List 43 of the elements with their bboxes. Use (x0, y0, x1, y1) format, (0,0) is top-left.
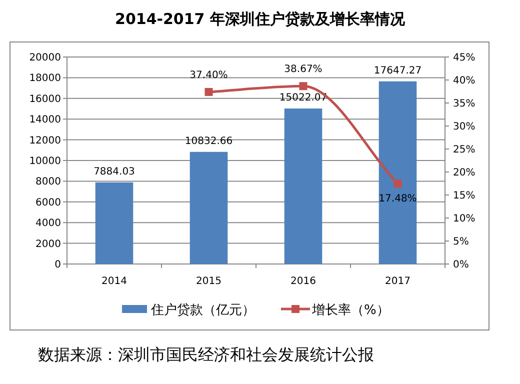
data-label: 38.67% (284, 64, 322, 76)
legend-label: 增长率（%） (311, 302, 390, 318)
y2-tick-label: 30% (453, 122, 476, 132)
y2-tick-label: 20% (453, 168, 476, 178)
legend-label: 住户贷款（亿元） (150, 303, 255, 318)
bar (284, 108, 322, 264)
data-label: 15022.07 (279, 92, 328, 104)
bar (190, 152, 228, 264)
y-tick-label: 10000 (29, 156, 61, 167)
y2-tick-label: 5% (453, 236, 469, 248)
bar (95, 182, 134, 264)
data-label: 7884.03 (94, 166, 135, 178)
y-tick-label: 14000 (29, 114, 61, 126)
y-tick-label: 6000 (36, 197, 61, 208)
y2-tick-label: 10% (453, 214, 476, 224)
y2-tick-label: 35% (453, 98, 476, 110)
x-tick-label: 2015 (196, 276, 222, 287)
data-label: 17647.27 (374, 65, 422, 76)
x-tick-label: 2017 (385, 276, 410, 287)
source-note: 数据来源：深圳市国民经济和社会发展统计公报 (38, 345, 374, 364)
data-label: 10832.66 (184, 136, 233, 147)
y-tick-label: 2000 (36, 238, 61, 250)
data-label: 37.40% (190, 70, 228, 81)
point (299, 82, 308, 90)
y-tick-label: 4000 (36, 218, 61, 230)
y-tick-label: 0 (54, 260, 61, 270)
y2-tick-label: 25% (453, 144, 476, 156)
x-tick-label: 2014 (102, 276, 127, 287)
bar (378, 81, 417, 264)
point (204, 88, 213, 96)
y-tick-label: 20000 (29, 52, 61, 64)
y2-tick-label: 0% (453, 260, 469, 270)
point (394, 180, 402, 188)
y-tick-label: 8000 (36, 176, 61, 188)
y-tick-label: 18000 (29, 73, 61, 84)
data-label: 17.48% (378, 194, 417, 205)
y2-tick-label: 40% (453, 76, 476, 86)
y2-tick-label: 45% (453, 52, 476, 64)
chart-title: 2014-2017 年深圳住户贷款及增长率情况 (115, 10, 406, 28)
y2-tick-label: 15% (453, 190, 476, 202)
y-tick-label: 12000 (29, 135, 61, 146)
y-tick-label: 16000 (29, 94, 61, 105)
x-tick-label: 2016 (290, 276, 316, 287)
